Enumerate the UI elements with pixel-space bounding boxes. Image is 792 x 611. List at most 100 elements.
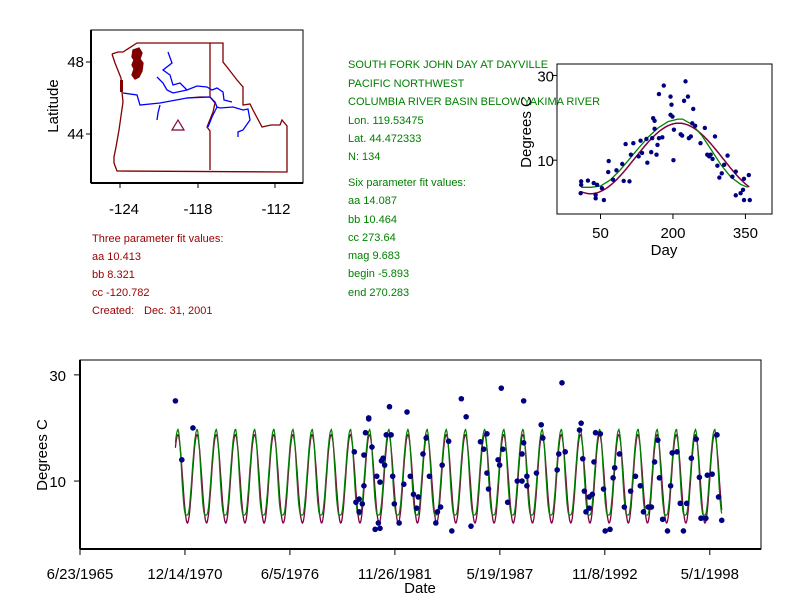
- data-point: [671, 127, 677, 132]
- data-point: [685, 94, 691, 99]
- site-triangle-icon: [170, 118, 186, 131]
- data-point: [677, 500, 684, 507]
- data-point: [415, 494, 422, 500]
- data-point: [649, 149, 654, 155]
- data-point: [648, 504, 655, 510]
- data-point: [610, 177, 616, 182]
- data-point: [579, 455, 586, 462]
- station-info: SOUTH FORK JOHN DAY AT DAYVILLE PACIFIC …: [348, 59, 600, 299]
- data-point: [520, 440, 527, 446]
- snake-river: [207, 106, 218, 128]
- idaho-border: [206, 43, 216, 170]
- data-point: [600, 486, 607, 492]
- timeseries-plot-area: [172, 380, 725, 534]
- data-point: [423, 435, 429, 441]
- data-point: [637, 483, 644, 489]
- data-point: [500, 446, 506, 452]
- seasonal-y-tick-label: 10: [537, 153, 554, 170]
- data-point: [407, 473, 414, 480]
- data-point: [524, 473, 530, 480]
- data-point: [656, 135, 662, 141]
- data-point: [458, 395, 465, 402]
- data-point: [632, 473, 639, 480]
- data-point: [540, 435, 546, 441]
- rivers: [122, 51, 251, 137]
- data-point: [445, 438, 452, 445]
- six-param-cc: cc 273.64: [348, 232, 396, 244]
- data-point: [656, 475, 663, 481]
- yakima-river: [156, 76, 188, 94]
- data-point: [620, 161, 625, 167]
- data-point: [578, 179, 584, 184]
- data-point: [597, 430, 604, 437]
- map-y-tick: 48: [67, 54, 84, 71]
- data-point: [747, 197, 752, 203]
- data-point: [437, 504, 444, 510]
- data-point: [504, 499, 511, 506]
- data-point: [591, 180, 596, 186]
- data-point: [559, 380, 565, 386]
- data-point: [578, 191, 583, 196]
- data-point: [607, 526, 613, 533]
- seasonal-plot-area: [578, 79, 752, 203]
- data-point: [610, 475, 616, 481]
- data-point: [710, 156, 715, 162]
- seasonal-x-label: Day: [651, 242, 678, 259]
- data-point: [725, 153, 730, 158]
- data-point: [683, 79, 688, 84]
- data-point: [640, 509, 647, 515]
- seasonal-x-tick-label: 200: [660, 225, 685, 242]
- timeseries-x-tick-label: 5/19/1987: [466, 566, 533, 583]
- data-point: [741, 197, 747, 203]
- map-y-tick: 44: [67, 126, 84, 143]
- data-point: [660, 135, 665, 140]
- data-point: [703, 515, 709, 522]
- data-point: [638, 138, 643, 143]
- data-point: [636, 154, 641, 159]
- data-point: [484, 430, 490, 437]
- data-point: [655, 142, 660, 148]
- data-point: [576, 427, 583, 433]
- data-point: [369, 444, 375, 450]
- upper-columbia-river: [161, 51, 233, 103]
- data-point: [655, 437, 661, 443]
- data-point: [356, 496, 362, 502]
- data-point: [554, 467, 560, 473]
- data-point: [533, 470, 540, 476]
- data-point: [740, 187, 746, 193]
- data-point: [578, 182, 584, 187]
- timeseries-x-tick-label: 6/5/1976: [261, 566, 319, 583]
- data-point: [485, 486, 492, 492]
- station-region: PACIFIC NORTHWEST: [348, 78, 465, 90]
- data-point: [388, 432, 394, 438]
- data-point: [645, 160, 650, 165]
- data-point: [496, 462, 503, 468]
- data-point: [686, 135, 692, 141]
- data-point: [652, 126, 657, 132]
- data-point: [361, 452, 367, 458]
- data-point: [698, 515, 704, 522]
- data-point: [449, 528, 455, 534]
- data-point: [733, 169, 738, 174]
- data-point: [514, 478, 521, 484]
- data-point: [644, 136, 649, 142]
- data-point: [639, 150, 645, 156]
- data-point: [396, 520, 402, 526]
- data-point: [656, 91, 662, 97]
- three-param-title: Three parameter fit values:: [92, 233, 223, 245]
- data-point: [594, 182, 600, 187]
- created-date: Dec. 31, 2001: [144, 305, 213, 317]
- data-point: [591, 459, 597, 465]
- six-param-aa: aa 14.087: [348, 195, 397, 207]
- data-point: [708, 152, 713, 157]
- data-point: [555, 451, 562, 457]
- columbia-river: [122, 92, 251, 137]
- data-point: [721, 162, 727, 168]
- data-point: [373, 473, 380, 480]
- map-x-tick: -118: [184, 201, 213, 218]
- data-point: [365, 416, 372, 422]
- data-point: [389, 473, 396, 480]
- data-point: [190, 425, 196, 431]
- timeseries-x-tick-label: 5/1/1998: [681, 566, 739, 583]
- data-point: [616, 451, 623, 457]
